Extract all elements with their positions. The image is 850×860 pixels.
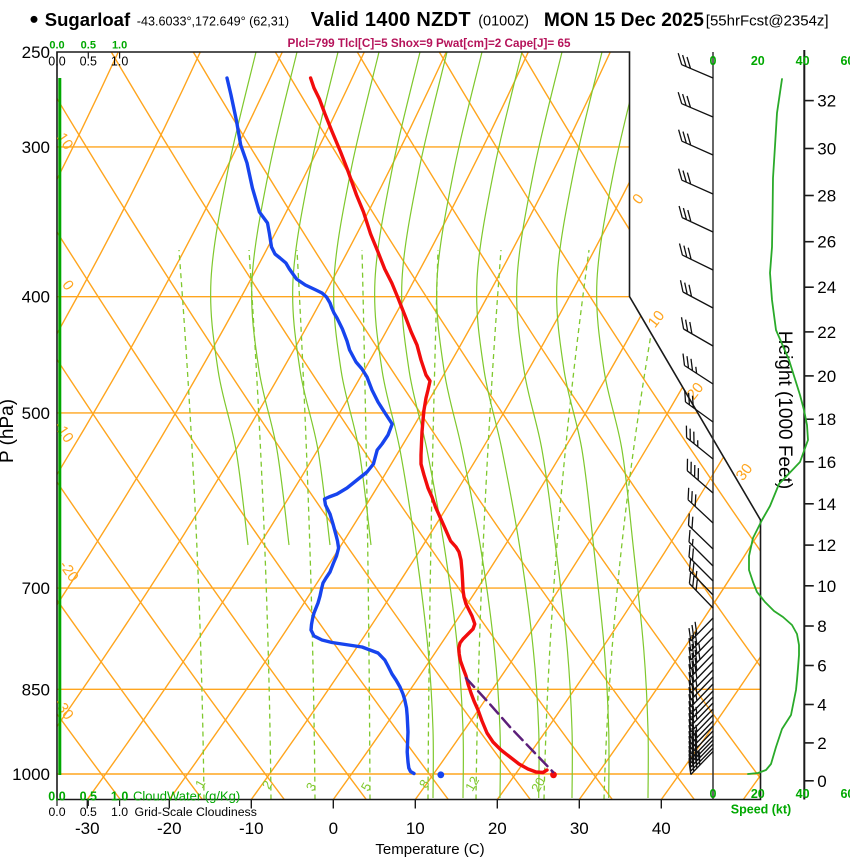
svg-text:[55hrFcst@2354z]: [55hrFcst@2354z] <box>706 13 829 30</box>
svg-text:20: 20 <box>751 54 765 68</box>
svg-text:0: 0 <box>817 772 826 791</box>
svg-text:40: 40 <box>796 54 810 68</box>
svg-text:16: 16 <box>817 453 836 472</box>
svg-text:-10: -10 <box>239 819 264 838</box>
svg-text:850: 850 <box>22 680 50 699</box>
svg-text:0.0: 0.0 <box>48 55 65 69</box>
svg-text:(0100Z): (0100Z) <box>478 14 529 30</box>
svg-text:10: 10 <box>406 819 425 838</box>
svg-text:1.0: 1.0 <box>111 790 128 804</box>
svg-text:40: 40 <box>652 819 671 838</box>
svg-text:0: 0 <box>710 54 717 68</box>
svg-text:-20: -20 <box>157 819 182 838</box>
svg-text:12: 12 <box>462 774 482 794</box>
svg-text:P (hPa): P (hPa) <box>0 399 18 463</box>
svg-text:0.5: 0.5 <box>80 805 97 819</box>
svg-text:1.0: 1.0 <box>111 805 128 819</box>
svg-text:0.0: 0.0 <box>48 790 65 804</box>
svg-text:300: 300 <box>22 138 50 157</box>
svg-text:6: 6 <box>817 657 826 676</box>
svg-text:30: 30 <box>733 460 757 484</box>
svg-text:22: 22 <box>817 323 836 342</box>
svg-text:700: 700 <box>22 579 50 598</box>
svg-text:40: 40 <box>796 787 810 801</box>
svg-text:30: 30 <box>570 819 589 838</box>
svg-text:CloudWater (g/Kg): CloudWater (g/Kg) <box>133 789 240 804</box>
svg-text:8: 8 <box>817 617 826 636</box>
svg-text:20: 20 <box>528 775 548 795</box>
svg-text:0: 0 <box>329 819 338 838</box>
svg-text:18: 18 <box>817 410 836 429</box>
svg-text:60: 60 <box>840 54 850 68</box>
svg-text:400: 400 <box>22 288 50 307</box>
svg-text:500: 500 <box>22 404 50 423</box>
svg-text:20: 20 <box>751 787 765 801</box>
svg-text:Grid-Scale Cloudiness: Grid-Scale Cloudiness <box>135 805 257 819</box>
svg-text:0: 0 <box>710 787 717 801</box>
svg-text:4: 4 <box>817 696 826 715</box>
svg-text:24: 24 <box>817 278 836 297</box>
svg-text:2: 2 <box>817 734 826 753</box>
svg-text:20: 20 <box>488 819 507 838</box>
svg-text:Speed (kt): Speed (kt) <box>731 803 791 817</box>
svg-text:10: 10 <box>817 577 836 596</box>
svg-text:1.0: 1.0 <box>112 40 127 52</box>
svg-text:10: 10 <box>645 307 669 331</box>
svg-text:MON 15 Dec 2025: MON 15 Dec 2025 <box>544 10 704 31</box>
svg-text:-43.6033°,172.649° (62,31): -43.6033°,172.649° (62,31) <box>137 15 289 29</box>
svg-text:Plcl=799 Tlcl[C]=5 Shox=9 Pwat: Plcl=799 Tlcl[C]=5 Shox=9 Pwat[cm]=2 Cap… <box>288 37 571 50</box>
svg-text:Height (1000 Feet): Height (1000 Feet) <box>774 331 795 489</box>
svg-text:0.0: 0.0 <box>48 805 65 819</box>
svg-text:26: 26 <box>817 233 836 252</box>
svg-text:Temperature (C): Temperature (C) <box>375 841 484 858</box>
svg-text:1000: 1000 <box>12 765 50 784</box>
svg-text:-30: -30 <box>75 819 100 838</box>
svg-text:12: 12 <box>817 536 836 555</box>
svg-text:14: 14 <box>817 495 836 514</box>
svg-text:0.0: 0.0 <box>49 40 64 52</box>
svg-text:250: 250 <box>22 43 50 62</box>
svg-text:32: 32 <box>817 92 836 111</box>
svg-text:Sugarloaf: Sugarloaf <box>45 9 131 30</box>
svg-text:Valid 1400 NZDT: Valid 1400 NZDT <box>311 9 471 31</box>
svg-text:20: 20 <box>817 367 836 386</box>
svg-text:30: 30 <box>817 140 836 159</box>
svg-text:28: 28 <box>817 187 836 206</box>
svg-text:1.0: 1.0 <box>111 55 128 69</box>
svg-text:60: 60 <box>840 787 850 801</box>
svg-text:0.5: 0.5 <box>81 40 96 52</box>
svg-text:0.5: 0.5 <box>80 790 97 804</box>
svg-text:0.5: 0.5 <box>80 55 97 69</box>
